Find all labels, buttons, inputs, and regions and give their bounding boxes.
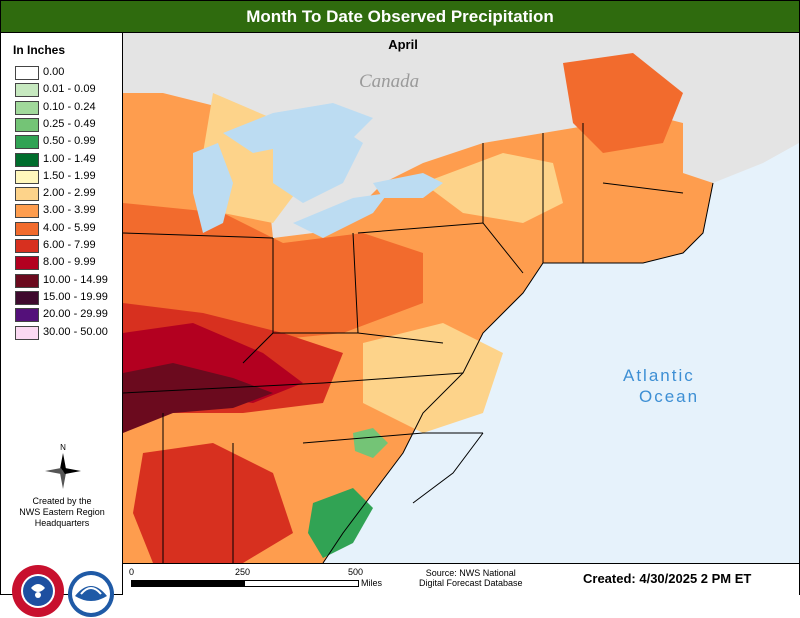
precip-zone-med-2: [563, 53, 683, 153]
precip-zone-green-2: [353, 428, 388, 458]
map-graphic: [123, 33, 799, 563]
legend-swatch: [15, 239, 39, 253]
nws-logo-icon: [12, 565, 64, 617]
precip-zone-green: [308, 488, 373, 558]
legend-label: 6.00 - 7.99: [43, 239, 96, 251]
legend-panel: In Inches 0.00 0.01 - 0.09 0.10 - 0.24 0.25…: [1, 33, 123, 617]
scale-tick-250: 250: [235, 567, 251, 577]
precip-zone-light-3: [363, 323, 503, 433]
legend-title: In Inches: [13, 43, 66, 57]
legend-swatch: [15, 117, 39, 132]
lake-huron: [273, 123, 363, 203]
precip-zone-extreme: [123, 363, 273, 433]
legend-swatch: [15, 290, 39, 305]
legend-swatch: [15, 221, 39, 236]
legend-label: 8.00 - 9.99: [43, 256, 96, 269]
source-line-1: Source: NWS National: [425, 568, 516, 578]
legend-swatch: [15, 152, 39, 167]
legend-label: 10.00 - 14.99: [43, 273, 108, 286]
us-land: [123, 93, 713, 563]
state-borders: [123, 123, 684, 563]
scale-bar-graphic: [131, 580, 359, 587]
lake-erie: [293, 193, 388, 238]
map-title: Month To Date Observed Precipitation: [1, 1, 799, 33]
north-label: N: [60, 443, 66, 452]
legend-swatch: [15, 256, 39, 271]
created-timestamp: Created: 4/30/2025 2 PM ET: [583, 571, 752, 586]
lake-ontario: [373, 173, 443, 198]
legend-label: 1.50 - 1.99: [43, 169, 96, 182]
precip-zone-heavy-2: [133, 443, 293, 563]
legend-swatch: [15, 273, 39, 288]
legend-swatch: [15, 83, 39, 98]
legend-label: 0.10 - 0.24: [43, 100, 96, 113]
legend-swatch: [15, 100, 39, 115]
legend-swatch: [15, 325, 39, 340]
scale-units: Miles: [361, 578, 383, 588]
scale-tick-0: 0: [129, 567, 135, 577]
north-arrow-icon: N: [45, 443, 81, 489]
legend-label: 20.00 - 29.99: [43, 308, 108, 321]
map-footer: 0 250 500 Miles Source: NWS National Dig…: [123, 563, 799, 595]
lake-michigan: [193, 143, 233, 233]
legend-label: 2.00 - 2.99: [43, 187, 96, 200]
canada-label: Canada: [359, 71, 420, 92]
legend-label: 0.25 - 0.49: [43, 117, 96, 130]
credit-line-3: Headquarters: [34, 518, 90, 528]
scale-bar: 0 250 500 Miles: [129, 567, 383, 593]
legend-label: 0.01 - 0.09: [43, 83, 96, 96]
precip-zone-light-2: [423, 153, 563, 223]
legend-label: 0.00: [43, 66, 65, 78]
lake-superior: [223, 103, 373, 153]
legend-swatch: [15, 308, 39, 323]
legend-swatch: [15, 66, 39, 80]
noaa-logo-icon: [68, 571, 114, 617]
source-line-2: Digital Forecast Database: [419, 578, 523, 588]
legend-label: 4.00 - 5.99: [43, 221, 96, 234]
legend-label: 30.00 - 50.00: [43, 325, 108, 338]
legend-swatch: [15, 169, 39, 184]
legend-swatch: [15, 187, 39, 202]
credit-line-2: NWS Eastern Region: [19, 507, 105, 517]
legend-swatch: [15, 135, 39, 150]
precipitation-map: April Canada Atlantic Ocean: [123, 33, 799, 563]
legend-label: 15.00 - 19.99: [43, 290, 108, 303]
credit-line-1: Created by the: [32, 496, 92, 506]
month-label: April: [388, 37, 418, 52]
ocean-label-line-2: Ocean: [639, 387, 700, 406]
coastline: [322, 182, 714, 563]
legend-label: 1.00 - 1.49: [43, 152, 96, 165]
legend-label: 3.00 - 3.99: [43, 204, 96, 217]
source-text: Source: NWS National Digital Forecast Da…: [419, 568, 523, 588]
ocean-label-line-1: Atlantic: [623, 366, 695, 385]
legend-swatch: [15, 204, 39, 219]
scale-tick-500: 500: [348, 567, 364, 577]
legend-label: 0.50 - 0.99: [43, 135, 96, 148]
credit-text: Created by the NWS Eastern Region Headqu…: [5, 496, 119, 529]
